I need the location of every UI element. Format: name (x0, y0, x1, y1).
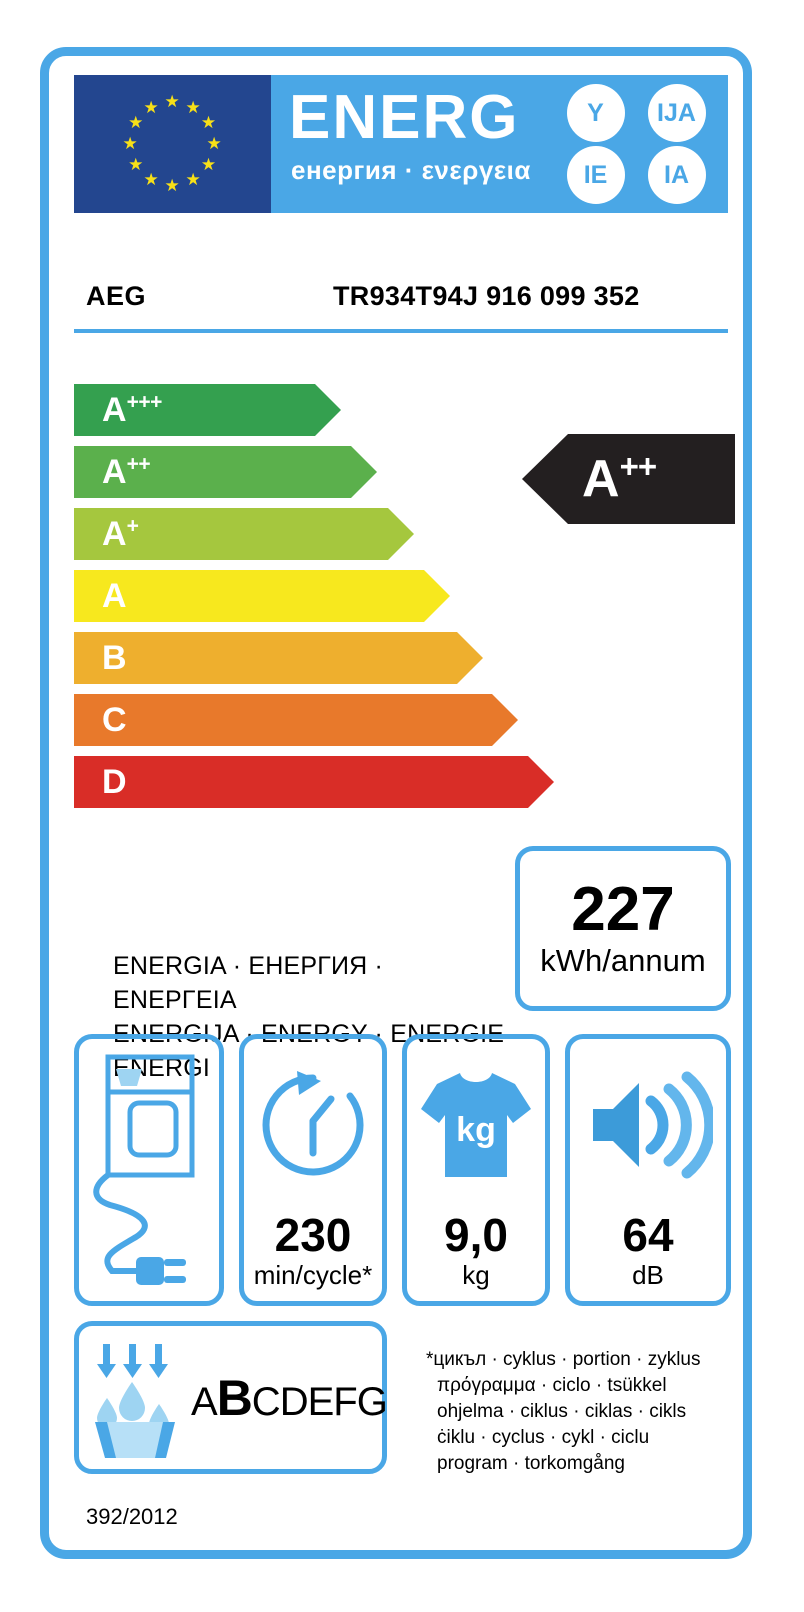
load-capacity-unit: kg (462, 1260, 490, 1290)
energ-wordmark: ENERG (289, 83, 520, 152)
footnote-line-4: ċiklu · cyclus · cykl · ciclu (437, 1427, 650, 1448)
svg-text:kg: kg (456, 1111, 496, 1149)
footnote-line-5: program · torkomgång (437, 1453, 625, 1474)
noise-level-box: 64 dB (565, 1034, 731, 1306)
brand-divider (74, 329, 728, 333)
footnote-marker: * (426, 1349, 434, 1370)
water-droplets-basin-icon (79, 1338, 191, 1458)
noise-level-value: 64 (622, 1209, 674, 1261)
rating-badge: A++ (522, 434, 735, 524)
footnote-line-3: ohjelma · ciklus · ciklas · cikls (437, 1401, 687, 1422)
load-capacity-box: kg 9,0 kg (402, 1034, 550, 1306)
language-circles: Y IJA IE IA (556, 83, 716, 205)
efficiency-arrow-label: D (102, 763, 127, 801)
rating-badge-label: A++ (582, 447, 657, 508)
efficiency-class-row: A+ (74, 508, 494, 560)
eu-flag-icon (74, 75, 271, 213)
condensation-class-b: B (216, 1369, 253, 1426)
efficiency-arrow-label: C (102, 701, 127, 739)
energ-logo-band: ENERG енергия · ενεργεια Y IJA IE IA (271, 75, 728, 213)
energy-label-frame: ENERG енергия · ενεργεια Y IJA IE IA AEG… (40, 47, 752, 1559)
tshirt-kg-icon: kg (407, 1039, 545, 1211)
label-header: ENERG енергия · ενεργεια Y IJA IE IA (74, 75, 728, 213)
dryer-icon-box (74, 1034, 224, 1306)
energ-subtitle: енергия · ενεργεια (291, 155, 531, 185)
cycle-time-unit: min/cycle* (253, 1260, 373, 1290)
efficiency-arrow-label: A++ (102, 452, 151, 491)
efficiency-arrow-label: A+++ (102, 390, 162, 429)
cycle-time-box: 230 min/cycle* (239, 1034, 387, 1306)
efficiency-class-row: A+++ (74, 384, 494, 436)
efficiency-arrow-b: B (74, 632, 483, 684)
condensation-class-e: E (307, 1379, 335, 1424)
efficiency-arrow-c: C (74, 694, 518, 746)
efficiency-class-row: B (74, 632, 494, 684)
efficiency-class-row: A++ (74, 446, 494, 498)
lang-circle-y: Y (566, 84, 625, 142)
annual-energy-value: 227 (571, 874, 675, 944)
efficiency-scale: A+++ A++ A+ A B C D (74, 384, 494, 818)
efficiency-arrow-a: A (74, 570, 450, 622)
condensation-class-f: F (333, 1379, 357, 1424)
efficiency-arrow-label: B (102, 639, 127, 677)
clock-icon (244, 1039, 382, 1211)
efficiency-arrow-d: D (74, 756, 554, 808)
condensation-class-scale: ABCDEFG (191, 1369, 388, 1427)
efficiency-arrow-aplus: A+ (74, 508, 414, 560)
energy-word-line-1: ENERGIA · ЕНЕРГИЯ · ΕΝΕΡΓΕΙΑ (113, 952, 384, 1014)
efficiency-arrow-label: A (102, 577, 127, 615)
condensation-efficiency-box: ABCDEFG (74, 1321, 388, 1474)
brand-model-row: AEG TR934T94J 916 099 352 (74, 281, 728, 333)
load-capacity-value: 9,0 (444, 1209, 508, 1261)
footnote-line-1: цикъл · cyklus · portion · zyklus (433, 1349, 701, 1370)
cycle-footnote: *цикъл · cyklus · portion · zyklus πρόγρ… (426, 1347, 736, 1477)
footnote-line-2: πρόγραμμα · ciclo · tsükkel (437, 1375, 667, 1396)
condensation-class-c: C (251, 1379, 281, 1424)
tumble-dryer-plug-icon (79, 1039, 219, 1301)
model-name: TR934T94J 916 099 352 (333, 281, 640, 311)
efficiency-arrow-aplusplus: A++ (74, 446, 377, 498)
condensation-class-g: G (356, 1379, 388, 1424)
efficiency-class-row: A (74, 570, 494, 622)
speaker-noise-icon (570, 1039, 726, 1211)
cycle-time-value: 230 (274, 1209, 352, 1261)
regulation-number: 392/2012 (86, 1504, 178, 1529)
condensation-class-a: A (191, 1379, 218, 1424)
condensation-class-d: D (279, 1379, 309, 1424)
lang-circle-ie: IE (566, 146, 625, 204)
annual-energy-box: 227 kWh/annum (515, 846, 731, 1011)
efficiency-class-row: D (74, 756, 494, 808)
brand-name: AEG (86, 281, 147, 311)
efficiency-class-row: C (74, 694, 494, 746)
annual-energy-unit: kWh/annum (540, 942, 706, 978)
lang-circle-ia: IA (647, 146, 706, 204)
efficiency-arrow-aplusplusplus: A+++ (74, 384, 341, 436)
lang-circle-ija: IJA (647, 84, 706, 142)
efficiency-arrow-label: A+ (102, 514, 139, 553)
noise-level-unit: dB (632, 1260, 664, 1290)
